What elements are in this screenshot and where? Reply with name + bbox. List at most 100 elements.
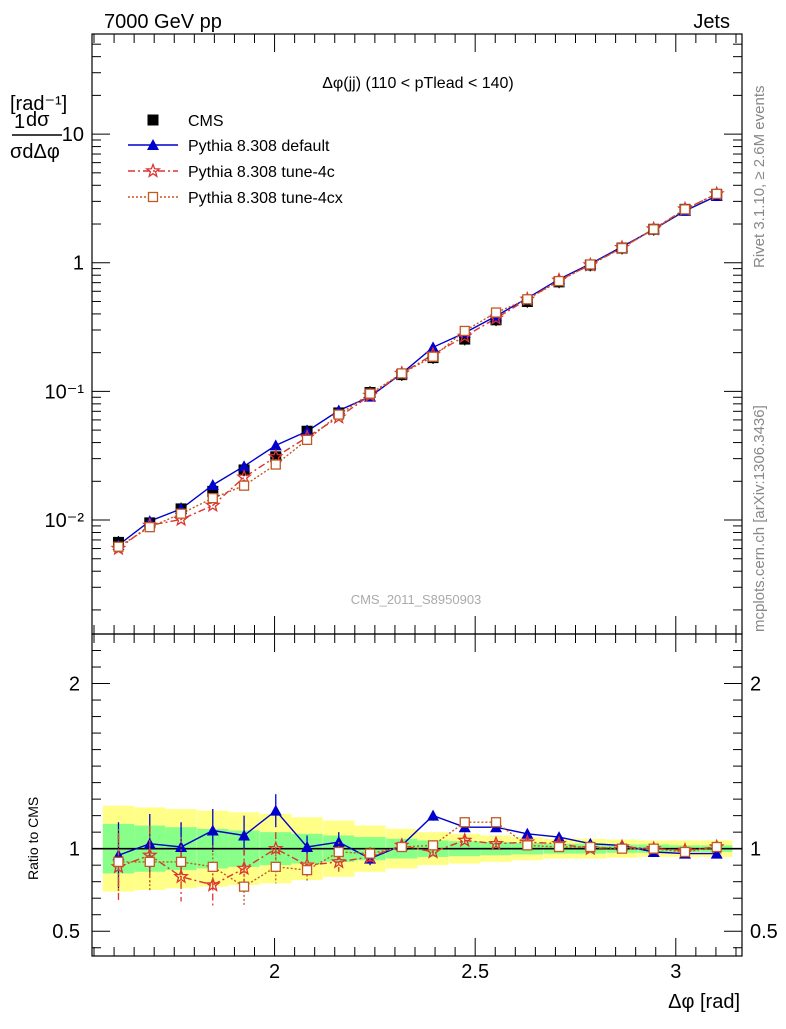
series-point: [206, 479, 219, 491]
ratio-point: [490, 817, 502, 828]
legend-marker: [147, 114, 159, 126]
watermark: CMS_2011_S8950903: [351, 592, 482, 607]
ratio-ytick-label-left: 1: [69, 839, 80, 861]
ratio-point: [427, 840, 439, 851]
series-point: [236, 468, 252, 484]
ratio-panel: 0.5 0.5 1 1 2 2 2 2.5 3: [52, 633, 778, 983]
ratio-point: [456, 832, 473, 848]
ratio-point: [207, 861, 218, 872]
ratio-point: [333, 846, 344, 858]
ylabel-denominator: σdΔφ: [10, 141, 60, 163]
ratio-line: [118, 839, 717, 886]
series-point: [238, 480, 250, 491]
ratio-point: [113, 856, 124, 868]
ratio-point: [206, 824, 219, 836]
ratio-frame: [91, 633, 743, 957]
series-point: [459, 325, 470, 337]
ratio-point: [396, 841, 407, 853]
x-axis-label: Δφ [rad]: [668, 991, 740, 1013]
plot-title: Δφ(jj) (110 < pTlead < 140): [322, 75, 514, 92]
series-point: [238, 460, 251, 472]
ratio-point: [648, 843, 659, 854]
ratio-ytick-label-right: 1: [750, 839, 761, 861]
ratio-point: [173, 868, 190, 884]
series-point: [490, 307, 502, 318]
header-right-title: Jets: [693, 11, 730, 33]
series-point: [553, 275, 565, 287]
ratio-point: [238, 829, 251, 841]
legend-marker: [147, 139, 159, 150]
ratio-point: [238, 881, 250, 892]
ratio-point: [553, 841, 565, 853]
rivet-label: Rivet 3.1.10, ≥ 2.6M events: [751, 86, 768, 269]
legend-label: Pythia 8.308 default: [188, 138, 330, 155]
ratio-ytick-label-right: 2: [750, 674, 761, 696]
ratio-point: [522, 840, 533, 851]
main-ytick-label: 10⁻¹: [45, 381, 85, 403]
series-point: [301, 434, 313, 445]
header-left-title: 7000 GeV pp: [104, 11, 222, 33]
ratio-ytick-label-right: 0.5: [750, 921, 778, 943]
cms-point: [207, 485, 219, 497]
ratio-point: [711, 841, 722, 853]
main-ytick-label: 10⁻²: [45, 510, 85, 532]
ratio-point: [204, 876, 221, 892]
series-point: [711, 188, 722, 200]
ratio-point: [488, 835, 504, 851]
series-point: [616, 242, 628, 254]
legend-label: CMS: [188, 113, 224, 130]
ratio-point: [710, 847, 723, 859]
series-point: [269, 439, 282, 451]
legend-marker: [145, 162, 161, 178]
series-point: [175, 508, 187, 519]
series-point: [364, 388, 376, 399]
ylabel-unit: [rad⁻¹]: [10, 93, 67, 115]
ratio-point: [332, 836, 345, 848]
ratio-point: [585, 841, 596, 853]
legend-label: Pythia 8.308 tune-4c: [188, 164, 335, 181]
series-point: [144, 522, 155, 533]
main-panel: 10⁻² 10⁻¹ 1 10: [45, 33, 743, 635]
series-point: [522, 294, 533, 305]
x-tick-label: 3: [670, 961, 681, 983]
mcplots-label: mcplots.cern.ch [arXiv:1306.3436]: [751, 405, 768, 632]
ratio-point: [270, 861, 281, 872]
series-point: [585, 259, 596, 270]
main-ytick-label: 1: [73, 253, 84, 275]
x-tick-label: 2: [269, 961, 280, 983]
ylabel-dsigma: dσ: [26, 109, 50, 131]
ratio-ytick-label-left: 0.5: [52, 921, 80, 943]
legend-label: Pythia 8.308 tune-4cx: [188, 190, 343, 207]
main-ytick-label: 10: [62, 124, 84, 146]
main-ylabel: 1 dσ σdΔφ [rad⁻¹]: [10, 93, 67, 163]
cms-point: [270, 451, 282, 463]
ratio-point: [175, 856, 187, 868]
ratio-ytick-label-left: 2: [69, 674, 80, 696]
ratio-point: [521, 827, 534, 839]
series-point: [648, 224, 659, 235]
ratio-point: [330, 853, 347, 869]
ylabel-one: 1: [14, 111, 25, 133]
ratio-point: [301, 841, 314, 853]
ratio-point: [301, 864, 313, 876]
ratio-point: [427, 809, 440, 821]
ratio-point: [364, 848, 376, 859]
series-point: [270, 459, 281, 470]
series-point: [679, 204, 691, 215]
ratio-line: [118, 821, 717, 888]
series-point: [427, 351, 439, 362]
ratio-point: [459, 817, 470, 828]
legend-marker: [147, 191, 159, 203]
ratio-point: [144, 856, 155, 868]
ratio-ylabel: Ratio to CMS: [25, 797, 41, 880]
x-tick-label: 2.5: [461, 961, 489, 983]
ratio-point: [679, 846, 691, 858]
series-point: [204, 497, 221, 513]
legend: CMS Pythia 8.308 default Pythia 8.308 tune…: [128, 113, 343, 207]
series-point: [113, 541, 124, 552]
ratio-point: [616, 843, 628, 854]
ratio-point: [269, 804, 282, 816]
series-point: [207, 492, 218, 504]
